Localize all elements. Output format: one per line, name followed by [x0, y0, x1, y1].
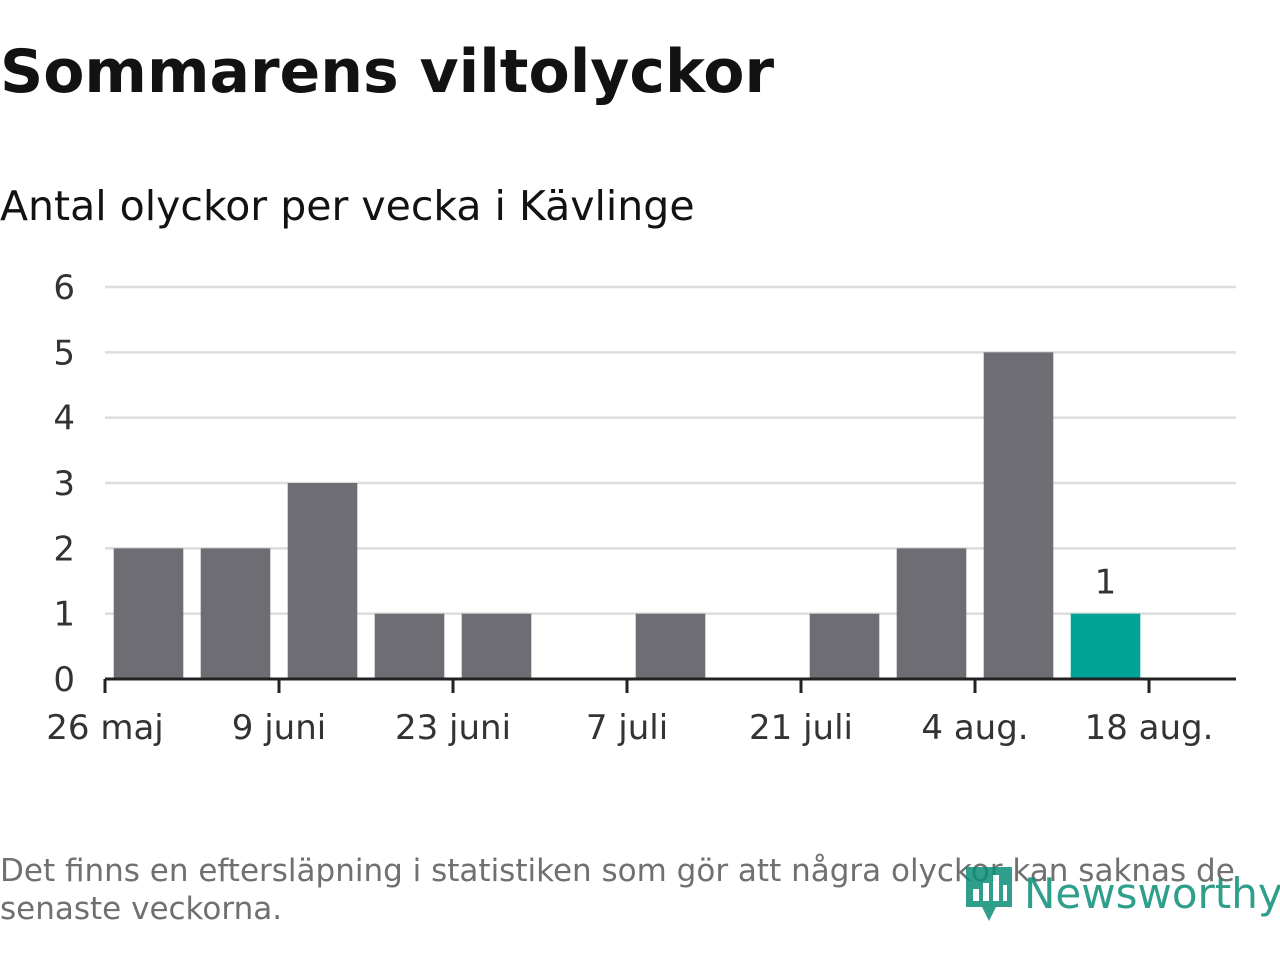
- bar-highlight: [1070, 613, 1141, 679]
- x-tick-label: 23 juni: [395, 708, 511, 748]
- bar: [983, 352, 1054, 679]
- chart-title: Sommarens viltolyckor: [0, 37, 775, 107]
- bar: [461, 613, 532, 679]
- y-tick-label: 3: [53, 464, 75, 504]
- y-tick-label: 4: [53, 399, 75, 439]
- x-tick-label: 18 aug.: [1085, 708, 1214, 748]
- footnote: Det finns en eftersläpning i statistiken…: [0, 853, 1235, 927]
- bar: [809, 613, 880, 679]
- bar: [113, 548, 184, 679]
- bar: [287, 483, 358, 679]
- x-tick-label: 4 aug.: [921, 708, 1028, 748]
- bar: [896, 548, 967, 679]
- y-axis-tick-labels: 0 1 2 3 4 5 6: [53, 268, 75, 700]
- bars: [113, 352, 1141, 679]
- y-tick-label: 2: [53, 529, 75, 569]
- bar: [635, 613, 706, 679]
- bar: [374, 613, 445, 679]
- y-tick-label: 1: [53, 595, 75, 635]
- x-axis: 26 maj 9 juni 23 juni 7 juli 21 juli 4 aug. 18…: [46, 677, 1236, 748]
- data-labels: 1: [1095, 563, 1117, 603]
- bar-value-label: 1: [1095, 563, 1117, 603]
- newsworthy-logo[interactable]: Newsworthy: [964, 862, 1280, 926]
- y-tick-label: 0: [53, 660, 75, 700]
- logo-text: Newsworthy: [1024, 869, 1280, 918]
- chart-subtitle: Antal olyckor per vecka i Kävlinge: [0, 182, 695, 230]
- bar: [200, 548, 271, 679]
- x-tick-label: 21 juli: [749, 708, 853, 748]
- y-tick-label: 5: [53, 333, 75, 373]
- grid-lines: [105, 285, 1236, 615]
- y-tick-label: 6: [53, 268, 75, 308]
- x-tick-label: 7 juli: [586, 708, 668, 748]
- x-tick-label: 9 juni: [232, 708, 326, 748]
- x-tick-label: 26 maj: [46, 708, 163, 748]
- bar-chart-pin-icon: [966, 867, 1012, 921]
